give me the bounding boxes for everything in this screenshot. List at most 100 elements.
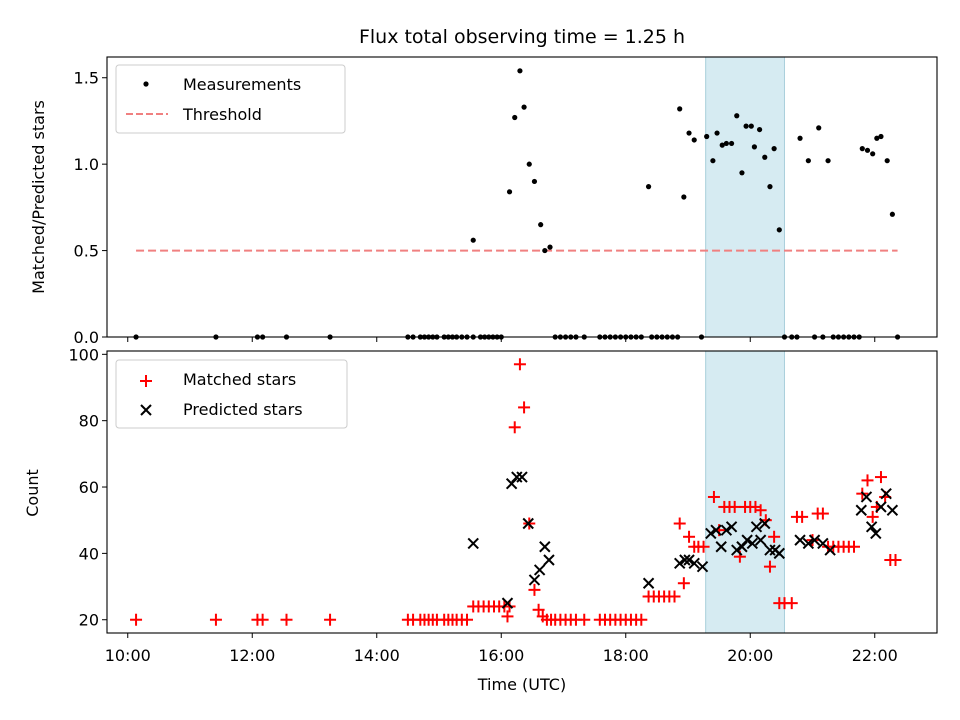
top-plot-frame bbox=[106, 56, 938, 338]
matched-star-point bbox=[578, 613, 591, 626]
measurement-point bbox=[710, 158, 716, 164]
predicted-star-point bbox=[501, 597, 514, 609]
matched-star-point bbox=[728, 500, 741, 513]
predicted-star-point bbox=[880, 487, 892, 500]
measurement-point bbox=[714, 130, 720, 136]
matched-star-point bbox=[874, 471, 887, 484]
matched-star-point bbox=[697, 540, 710, 553]
bottom-axis-ticks: 20 40 60 80 100 10:00 12:00 14:00 16:00 18:00 20:0… bbox=[68, 345, 897, 665]
predicted-star-point bbox=[696, 560, 709, 573]
matched-star-point bbox=[889, 554, 902, 567]
measurement-point bbox=[756, 126, 763, 133]
y-tick-label: 0.5 bbox=[74, 242, 99, 261]
chart-title: Flux total observing time = 1.25 h bbox=[359, 26, 685, 48]
y-tick-label: 80 bbox=[79, 412, 99, 431]
measurement-point bbox=[542, 247, 548, 254]
bottom-highlight-span bbox=[705, 350, 785, 634]
measurement-point bbox=[889, 211, 895, 217]
predicted-star-point bbox=[720, 524, 733, 536]
matched-star-point bbox=[768, 530, 781, 543]
measurement-point bbox=[704, 133, 710, 140]
predicted-star-point bbox=[754, 534, 767, 546]
predicted-star-point bbox=[533, 564, 546, 576]
y-tick-label: 60 bbox=[79, 478, 99, 497]
predicted-star-point bbox=[759, 517, 771, 530]
x-tick-label: 12:00 bbox=[229, 646, 275, 665]
bottom-panel: 20 40 60 80 100 10:00 12:00 14:00 16:00 18:00 20:0… bbox=[23, 345, 938, 694]
matched-star-point bbox=[280, 613, 293, 626]
predicted-star-point bbox=[467, 537, 479, 550]
predicted-star-point bbox=[746, 537, 759, 550]
predicted-star-point bbox=[731, 544, 743, 556]
measurement-point bbox=[506, 189, 513, 195]
measurement-point bbox=[691, 137, 697, 143]
top-legend-box bbox=[115, 64, 346, 134]
top-panel: 0.0 0.5 1.0 1.5 Matched/Predicted stars Mea… bbox=[29, 56, 938, 347]
matched-star-point bbox=[796, 510, 809, 523]
predicted-star-point bbox=[886, 504, 899, 516]
matched-star-point bbox=[324, 613, 337, 626]
top-data-marks bbox=[133, 68, 901, 340]
top-legend: Measurements Threshold bbox=[115, 64, 346, 134]
measurement-point bbox=[512, 114, 518, 121]
measurement-point bbox=[816, 125, 822, 131]
legend-marker-matched-stars bbox=[140, 375, 152, 387]
predicted-star-point bbox=[505, 477, 518, 490]
measurement-point bbox=[771, 146, 777, 152]
predicted-star-point bbox=[736, 541, 748, 553]
y-tick-label: 0.0 bbox=[74, 328, 99, 347]
matched-star-point bbox=[861, 474, 874, 487]
measurement-point bbox=[878, 133, 884, 140]
measurement-point bbox=[734, 113, 740, 119]
bottom-data-marks bbox=[130, 358, 902, 626]
matched-star-point bbox=[677, 577, 690, 590]
measurement-point bbox=[805, 158, 811, 164]
measurement-point bbox=[870, 151, 876, 157]
measurement-point bbox=[728, 140, 735, 147]
predicted-star-point bbox=[539, 541, 551, 553]
matched-star-point bbox=[528, 583, 541, 596]
predicted-star-point bbox=[764, 544, 776, 556]
measurement-point bbox=[874, 135, 880, 141]
predicted-star-point bbox=[642, 577, 655, 589]
measurement-point bbox=[645, 184, 652, 190]
matched-star-point bbox=[816, 507, 829, 520]
predicted-star-point bbox=[528, 574, 541, 586]
x-tick-label: 18:00 bbox=[603, 646, 649, 665]
predicted-star-point bbox=[824, 544, 836, 556]
measurement-point bbox=[751, 144, 758, 150]
top-axis-ticks: 0.0 0.5 1.0 1.5 bbox=[74, 69, 876, 347]
matched-star-point bbox=[668, 590, 681, 603]
measurement-point bbox=[681, 194, 687, 200]
matched-star-point bbox=[518, 401, 531, 414]
predicted-star-point bbox=[543, 554, 555, 566]
y-tick-label: 20 bbox=[79, 611, 99, 630]
measurement-point bbox=[686, 130, 692, 136]
matched-star-point bbox=[209, 613, 222, 626]
x-tick-label: 14:00 bbox=[354, 646, 400, 665]
measurement-point bbox=[719, 142, 725, 148]
predicted-star-point bbox=[773, 547, 786, 560]
matched-star-point bbox=[673, 517, 686, 530]
predicted-star-point bbox=[522, 517, 534, 530]
x-tick-label: 22:00 bbox=[852, 646, 898, 665]
legend-label-measurements: Measurements bbox=[183, 75, 301, 94]
predicted-star-point bbox=[705, 527, 717, 540]
bottom-plot-frame bbox=[106, 350, 938, 634]
top-highlight-span bbox=[705, 56, 785, 338]
predicted-star-point bbox=[860, 491, 873, 503]
y-tick-label: 40 bbox=[79, 544, 99, 563]
matched-star-point bbox=[785, 597, 798, 610]
matched-star-point bbox=[683, 530, 696, 543]
measurement-point bbox=[762, 154, 768, 160]
matched-star-point bbox=[754, 504, 767, 517]
predicted-star-point bbox=[865, 521, 878, 533]
predicted-star-point bbox=[875, 501, 887, 513]
predicted-star-point bbox=[710, 524, 722, 536]
y-tick-label: 1.0 bbox=[74, 155, 99, 174]
matched-star-point bbox=[707, 490, 720, 503]
predicted-star-point bbox=[683, 554, 695, 566]
measurement-point bbox=[748, 123, 754, 129]
bottom-y-axis-label: Count bbox=[23, 469, 42, 517]
